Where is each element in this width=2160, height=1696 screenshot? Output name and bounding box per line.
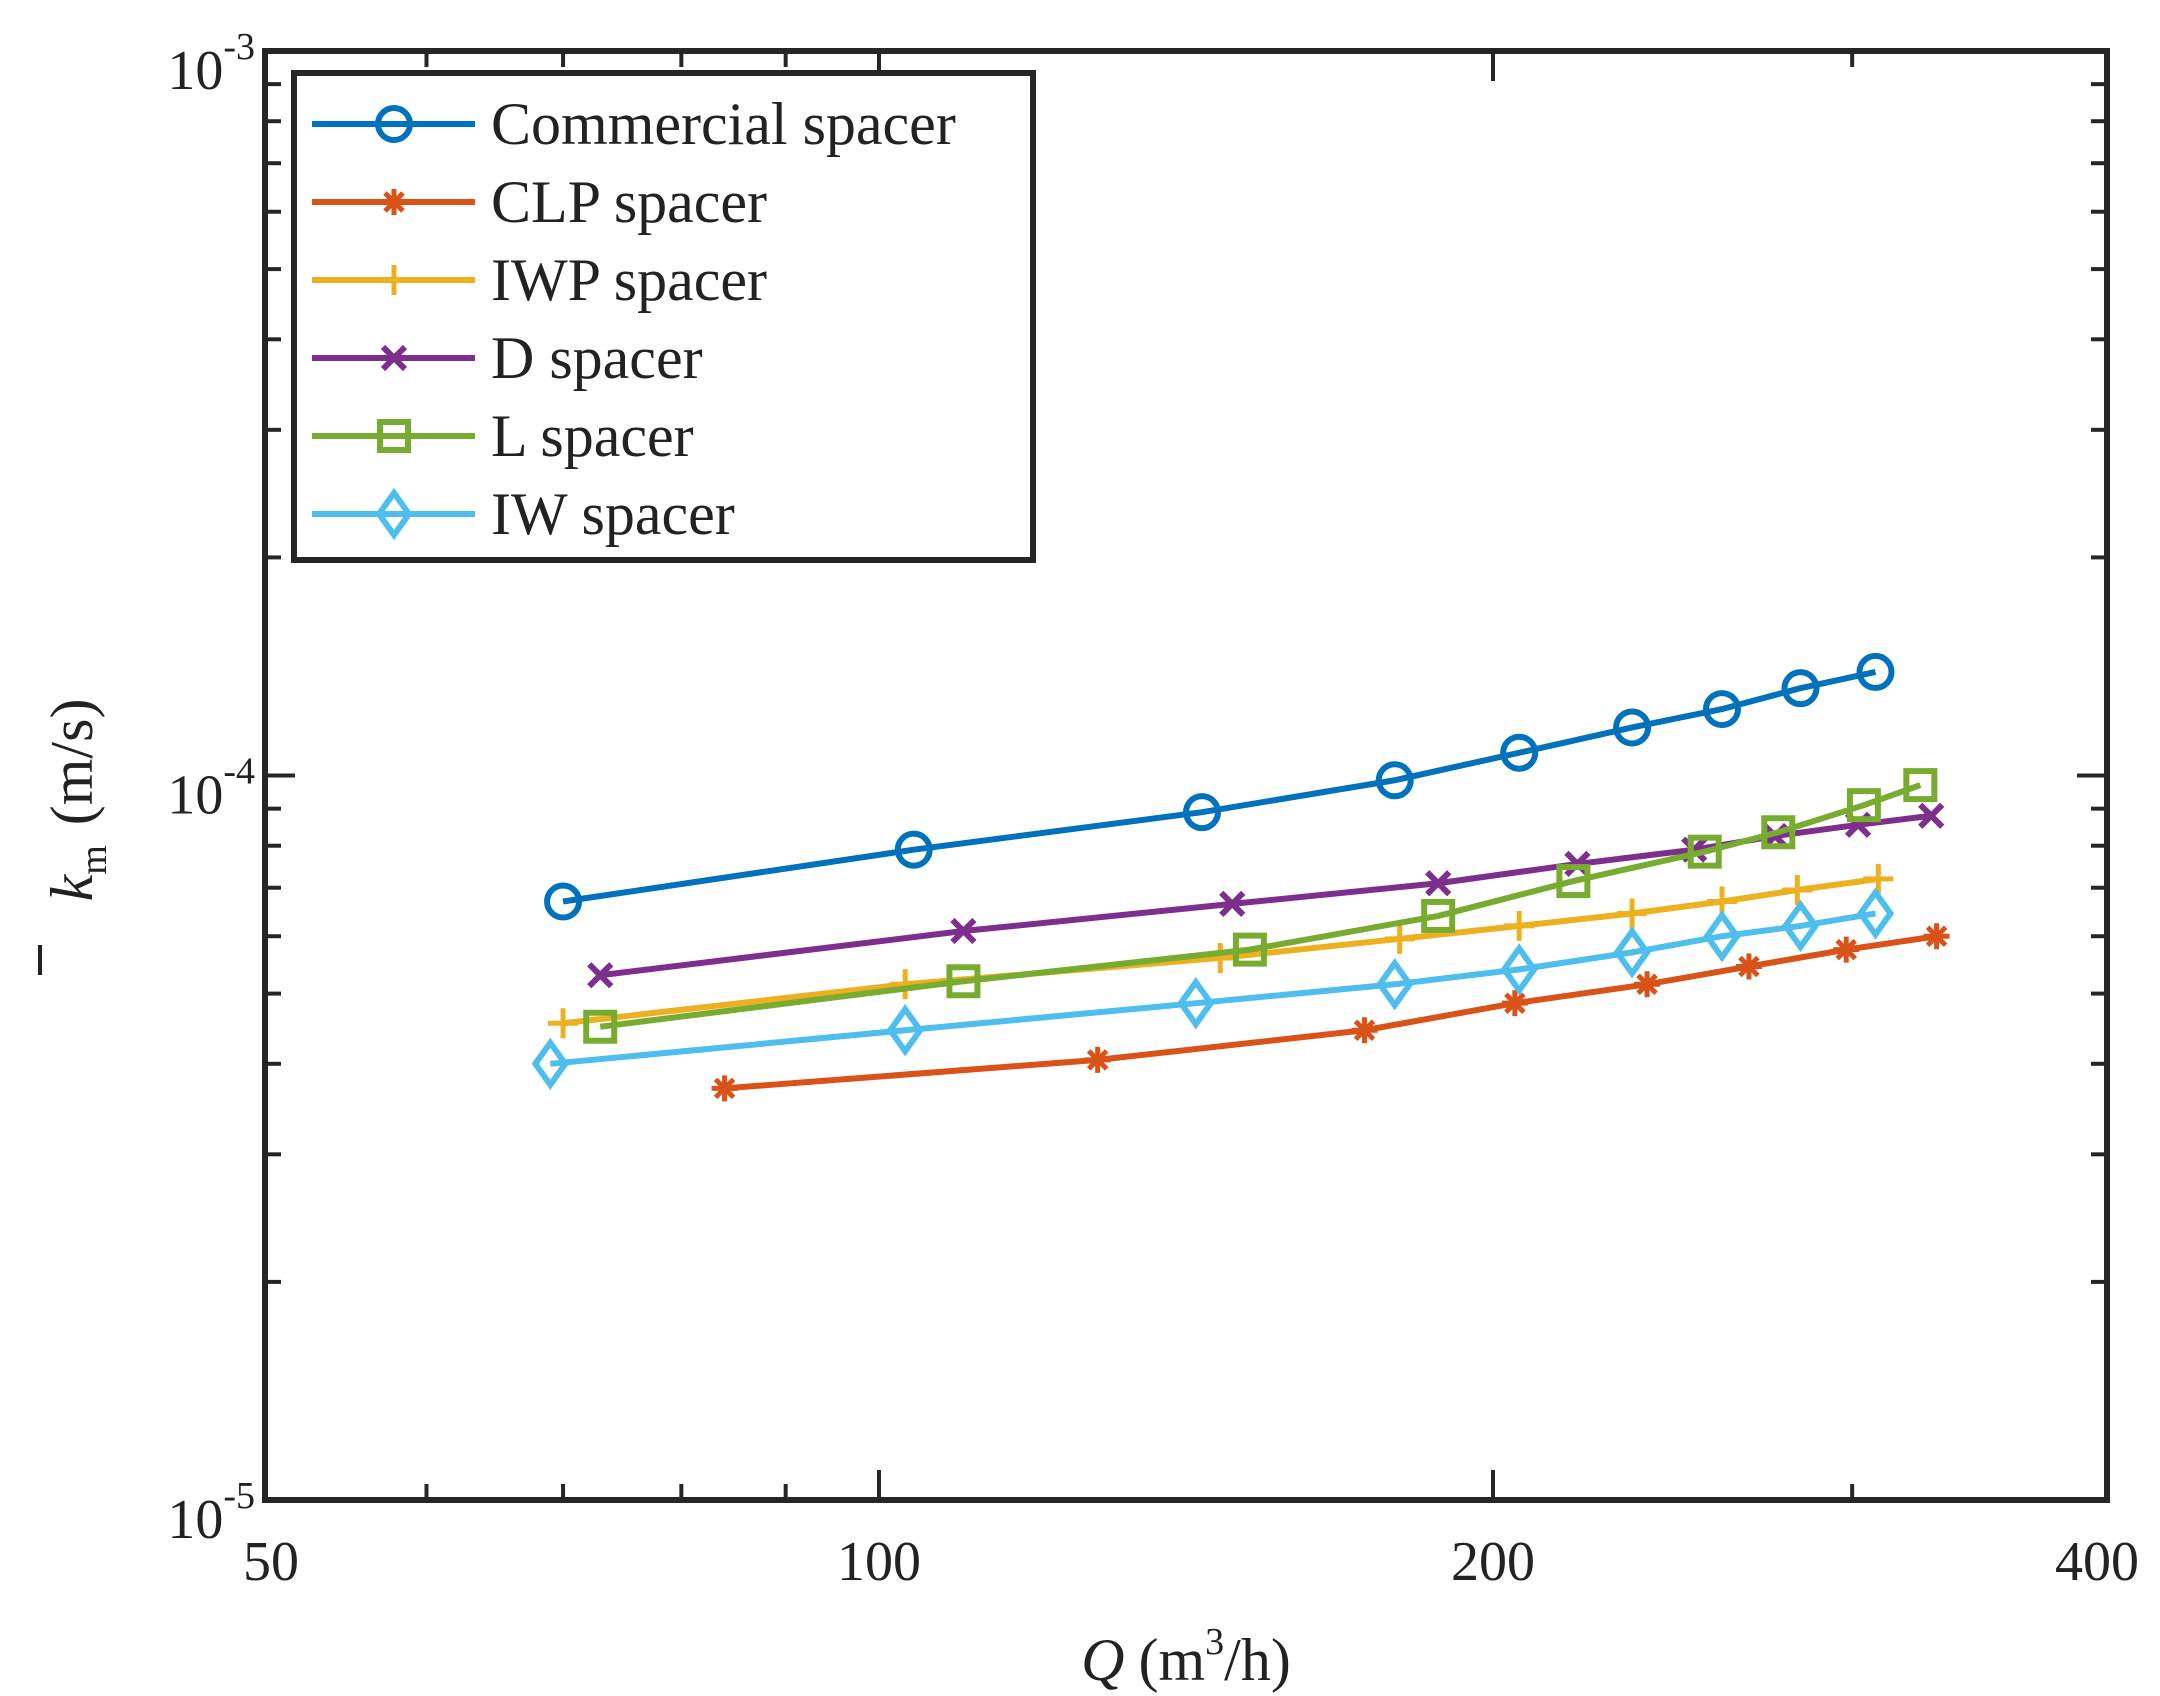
legend-entry: [312, 344, 475, 372]
data-point: [1833, 936, 1860, 963]
data-point: [1504, 910, 1535, 941]
data-point: [1634, 971, 1661, 998]
data-point: [1376, 958, 1414, 1011]
data-point: [1384, 923, 1415, 954]
series-l-spacer: [583, 768, 1938, 1044]
data-point: [946, 964, 981, 999]
data-point: [1183, 793, 1222, 832]
data-point: [1613, 926, 1651, 979]
x-tick-label-50: 50: [243, 1531, 299, 1593]
data-point: [1923, 923, 1950, 950]
data-point: [1703, 910, 1741, 963]
series-commercial-spacer: [544, 652, 1895, 921]
data-point: [1177, 977, 1215, 1030]
data-point: [548, 1008, 579, 1039]
legend-entry: [312, 265, 475, 295]
legend-label-commercial: Commercial spacer: [491, 91, 956, 157]
data-point: [1613, 708, 1652, 747]
y-axis-label: km(m/s): [38, 699, 115, 975]
data-point: [1500, 943, 1538, 996]
y-minor-ticks: [265, 82, 2107, 1284]
legend-box: [291, 70, 1036, 563]
y-tick-labels: 10-5 10-4 10-3: [167, 26, 255, 1551]
x-tick-label-100: 100: [837, 1531, 921, 1593]
series-line: [550, 910, 1876, 1067]
data-point: [1846, 788, 1881, 823]
data-point: [1205, 942, 1236, 973]
x-tick-label-200: 200: [1451, 1531, 1535, 1593]
data-point: [1856, 652, 1895, 691]
data-point: [1375, 761, 1414, 800]
legend-marker: [380, 344, 408, 372]
data-point: [711, 1075, 738, 1102]
legend-label-clp: CLP spacer: [491, 169, 767, 235]
data-point: [544, 882, 583, 921]
data-point: [1761, 815, 1796, 850]
data-point: [1781, 669, 1820, 708]
y-tick-label-1e-5: 10-5: [167, 1475, 255, 1551]
data-point: [1918, 802, 1945, 829]
x-minor-ticks: [424, 51, 1855, 1500]
data-point: [1501, 990, 1528, 1017]
data-point: [1219, 890, 1246, 917]
x-tick-label-400: 400: [2055, 1531, 2139, 1593]
data-point: [1781, 899, 1820, 953]
legend-marker: [375, 105, 413, 143]
data-point: [894, 830, 933, 869]
data-point: [1617, 898, 1648, 929]
data-point: [583, 1009, 618, 1044]
legend-entry: [312, 105, 475, 143]
svg-text:km(m/s): km(m/s): [39, 699, 115, 902]
data-point: [1863, 863, 1894, 894]
data-point: [1084, 1046, 1111, 1073]
data-point: [950, 917, 977, 945]
legend-marker: [379, 265, 409, 295]
data-point: [1232, 932, 1267, 967]
legend-label-iw: IW spacer: [491, 481, 735, 547]
data-point: [1556, 864, 1591, 899]
legend-label-iwp: IWP spacer: [491, 247, 767, 313]
legend-marker: [381, 189, 407, 215]
series-layer: [531, 652, 1950, 1102]
data-point: [531, 1037, 569, 1090]
data-point: [1702, 690, 1741, 729]
legend-entry: [312, 419, 475, 453]
series-line: [562, 668, 1877, 905]
series-line: [599, 782, 1922, 1030]
x-tick-labels: 50 100 200 400: [243, 1531, 2139, 1593]
data-point: [1500, 733, 1539, 772]
data-point: [1351, 1017, 1378, 1044]
series-iw-spacer: [531, 887, 1895, 1090]
y-tick-label-1e-3: 10-3: [167, 26, 255, 102]
legend-label-l: L spacer: [491, 403, 694, 469]
legend: Commercial spacer CLP spacer IWP spacer …: [291, 70, 1036, 563]
data-point: [1782, 874, 1813, 905]
data-point: [1856, 887, 1895, 940]
legend-entry: [312, 487, 475, 541]
data-point: [886, 1004, 924, 1057]
legend-entry: [312, 189, 475, 215]
major-ticks: [263, 49, 2109, 1502]
legend-marker: [375, 487, 413, 541]
data-point: [1687, 834, 1722, 869]
series-line: [724, 933, 1938, 1092]
data-point: [1425, 870, 1452, 897]
legend-label-d: D spacer: [491, 325, 703, 391]
y-tick-label-1e-4: 10-4: [167, 751, 255, 827]
legend-entries: [312, 105, 475, 541]
data-point: [1421, 898, 1456, 933]
data-point: [587, 962, 614, 989]
data-point: [1735, 953, 1762, 980]
legend-marker: [377, 419, 411, 453]
data-point: [1903, 768, 1938, 803]
x-axis-label: Q (m3/h): [1081, 1621, 1291, 1693]
series-clp-spacer: [711, 923, 1950, 1102]
